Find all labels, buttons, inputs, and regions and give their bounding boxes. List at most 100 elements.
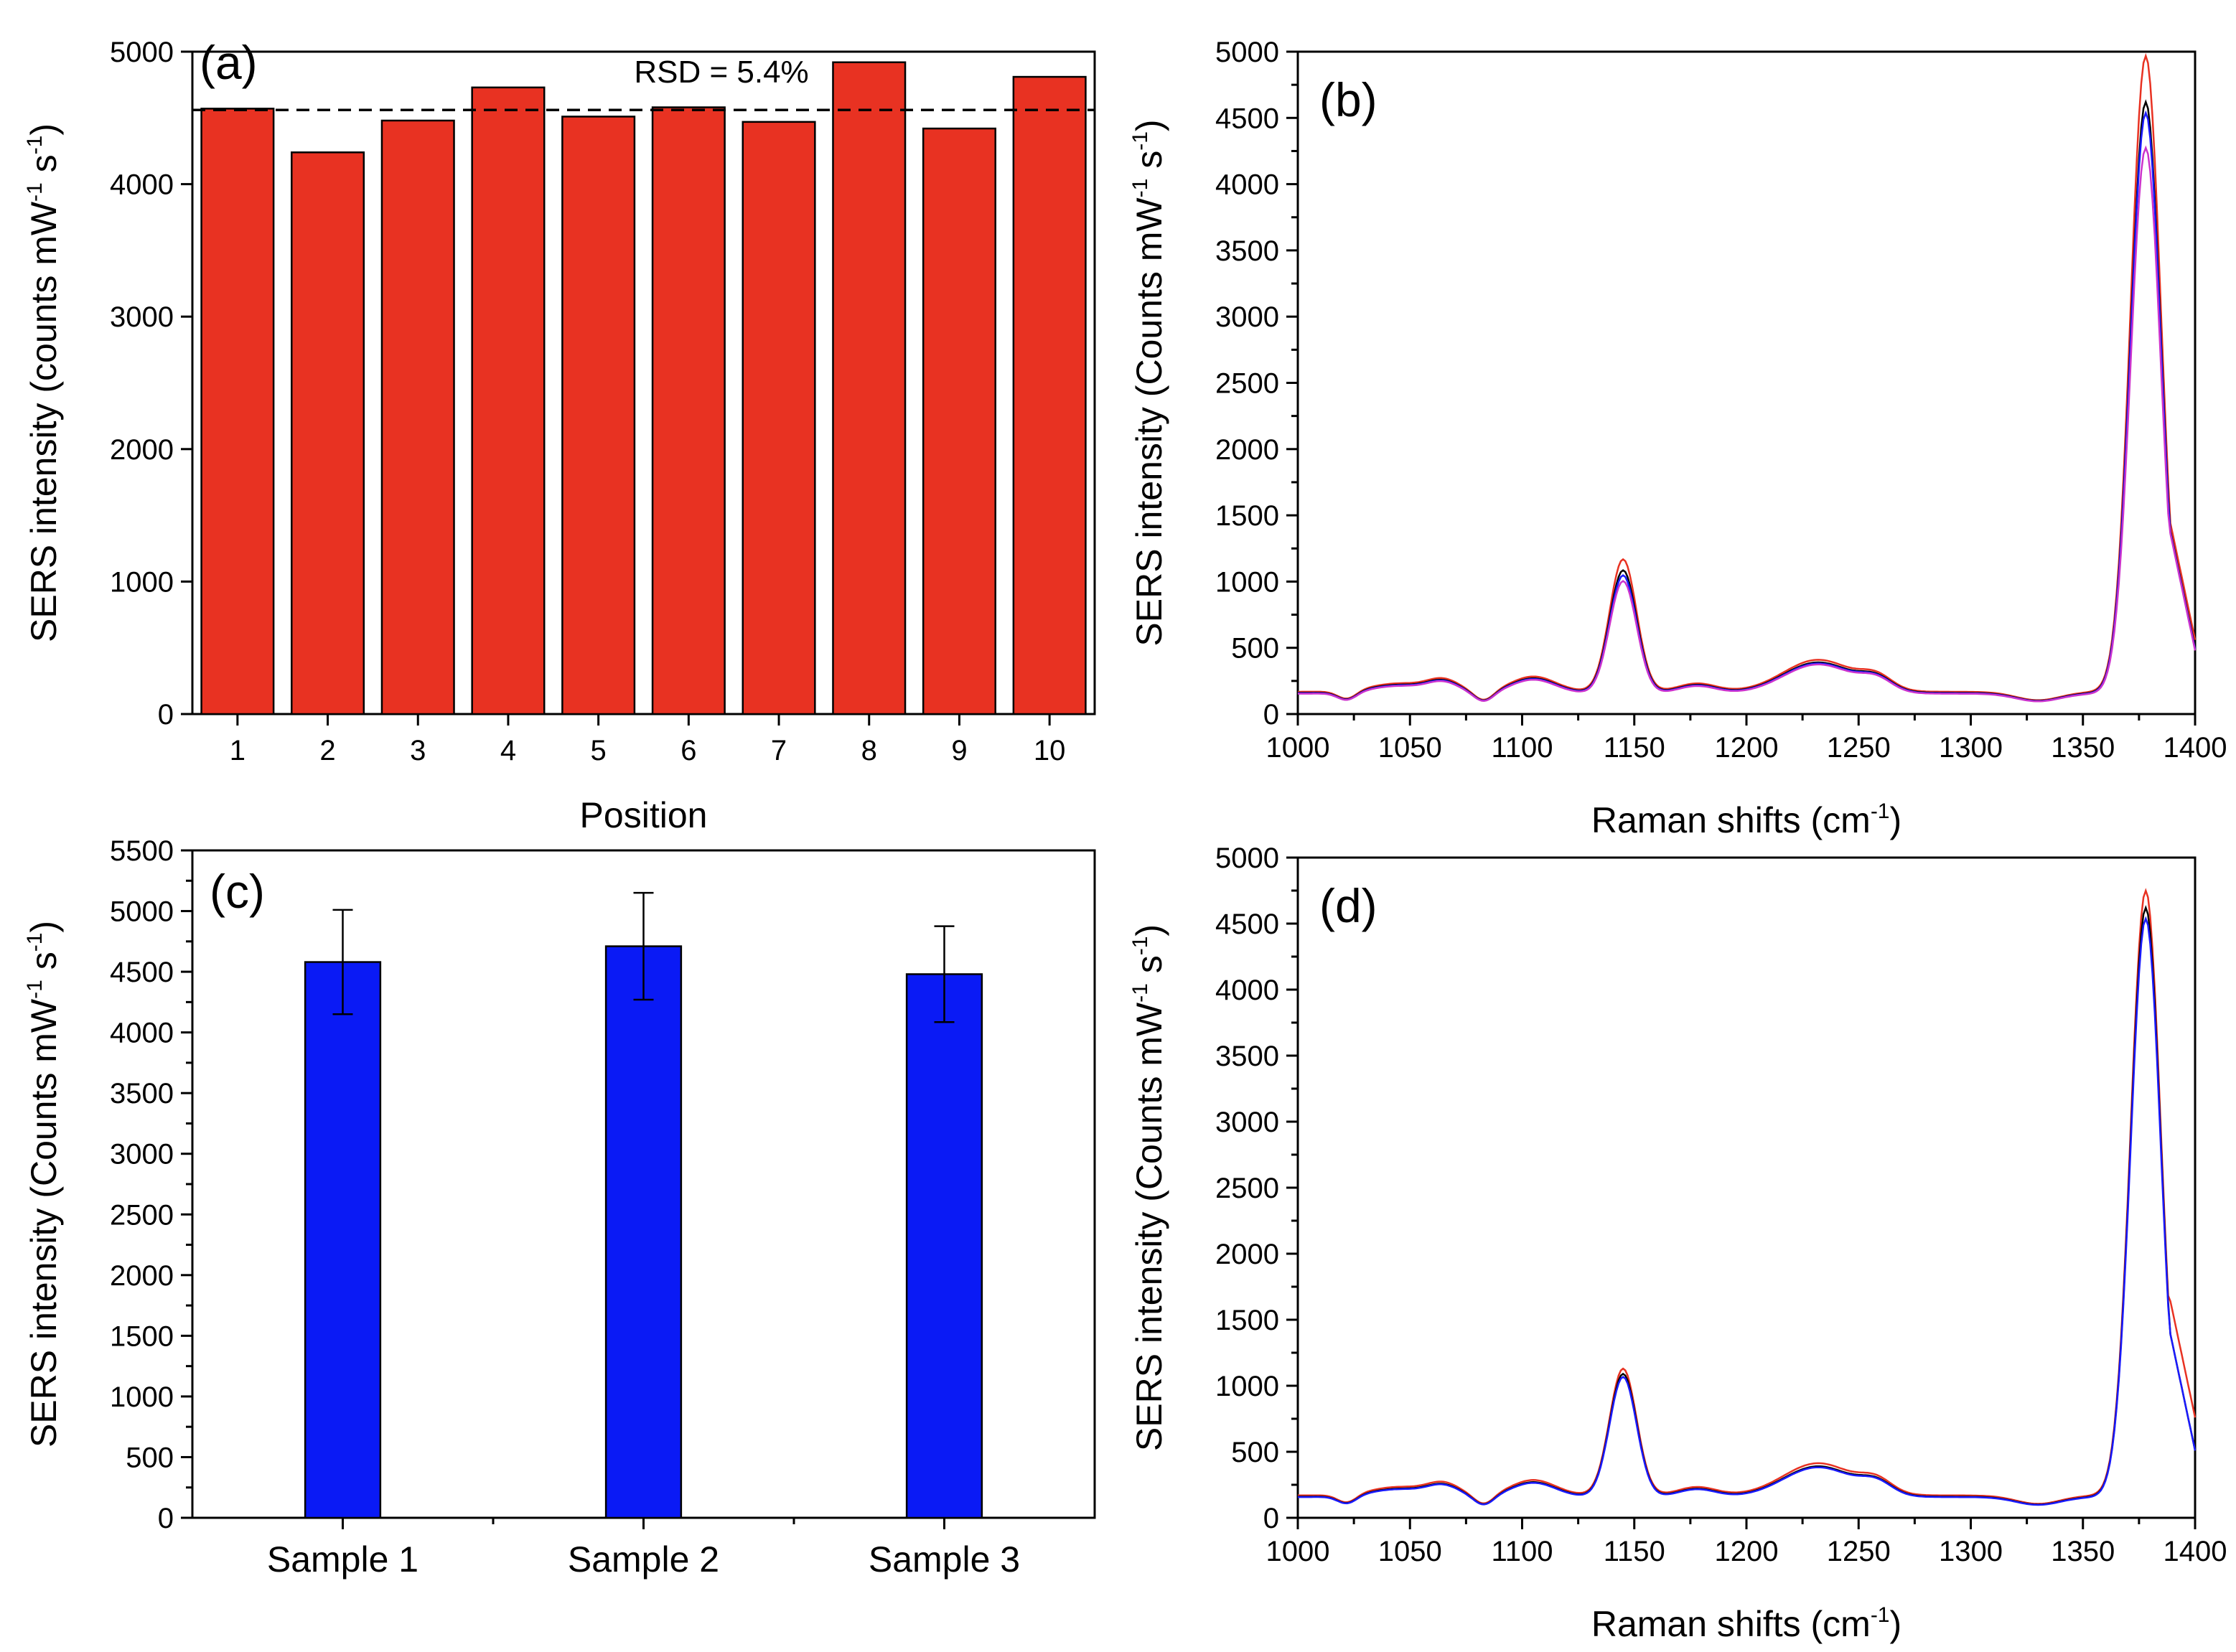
bar-a-4	[471, 86, 546, 715]
x-tick-label: 1150	[1604, 1536, 1665, 1567]
spectrum-line-blue	[1298, 916, 2197, 1506]
bar-a-7	[742, 121, 816, 715]
y-tick-label: 2000	[110, 434, 174, 466]
y-tick-label: 1500	[110, 1320, 174, 1352]
bar-a-3	[380, 119, 455, 715]
panel-label-a: (a)	[200, 36, 258, 89]
panel-label-d: (d)	[1319, 879, 1377, 932]
x-tick-label: 4	[500, 735, 516, 766]
y-tick-label: 2000	[1215, 434, 1279, 466]
panel-c-bar-chart: 0 500 1000 1500 2000 2500 3000 3500 4000 4500 5000…	[23, 835, 1096, 1580]
x-tick-label: 1050	[1378, 732, 1442, 764]
panel-label-c: (c)	[210, 865, 265, 918]
x-tick-label: 9	[951, 735, 967, 766]
y-tick-label: 1500	[1215, 1305, 1279, 1336]
x-tick-label: 1	[230, 735, 245, 766]
bar-a-10	[1012, 75, 1087, 715]
x-tick-label: 1400	[2164, 732, 2227, 764]
x-tick-label: 1250	[1827, 732, 1891, 764]
spectrum-line-blue	[1298, 110, 2197, 703]
bar-c-2	[604, 945, 683, 1519]
y-tick-label: 2500	[1215, 1173, 1279, 1204]
y-tick-label: 3500	[1215, 1041, 1279, 1072]
bar-a-6	[651, 106, 726, 715]
y-tick-label: 0	[158, 699, 174, 731]
x-tick-label: 1000	[1266, 732, 1330, 764]
x-tick-label: 1150	[1604, 732, 1665, 764]
y-tick-label: 3000	[1215, 1107, 1279, 1138]
x-tick-label: Sample 3	[869, 1539, 1020, 1580]
spectrum-line-magenta	[1298, 145, 2197, 703]
panel-label-b: (b)	[1319, 73, 1377, 126]
y-tick-label: 3000	[110, 301, 174, 333]
x-tick-label: 1350	[2051, 732, 2115, 764]
x-tick-label: 1000	[1266, 1536, 1330, 1567]
y-tick-label: 1500	[1215, 500, 1279, 532]
y-tick-label: 4000	[110, 1018, 174, 1049]
x-tick-label: 1100	[1491, 732, 1553, 764]
y-tick-label: 2000	[1215, 1239, 1279, 1270]
y-tick-label: 5000	[110, 896, 174, 928]
x-tick-label: 2	[319, 735, 335, 766]
x-tick-label: 1300	[1939, 732, 2003, 764]
panel-d-spectra-chart: 0 500 1000 1500 2000 2500 3000 3500 4000 4500 5000…	[1128, 843, 2227, 1644]
y-tick-label: 4500	[1215, 103, 1279, 134]
x-tick-label: 1300	[1939, 1536, 2003, 1567]
y-tick-label: 4000	[110, 169, 174, 201]
x-tick-label: 1400	[2164, 1536, 2227, 1567]
y-axis-label: SERS intensity (Counts mW-1 s-1)	[23, 921, 64, 1447]
bar-a-5	[561, 116, 636, 715]
x-tick-label: 1350	[2051, 1536, 2115, 1567]
y-tick-label: 4500	[1215, 909, 1279, 940]
y-tick-label: 500	[1231, 1437, 1279, 1468]
y-axis-label: SERS intensity (counts mW-1 s-1)	[23, 123, 64, 642]
panel-b-spectra-chart: 0 500 1000 1500 2000 2500 3000 3500 4000 4500 5000…	[1128, 37, 2227, 840]
x-tick-label: 5	[591, 735, 607, 766]
y-tick-label: 5000	[1215, 843, 1279, 874]
y-tick-label: 4000	[1215, 169, 1279, 201]
y-tick-label: 2500	[110, 1199, 174, 1231]
x-tick-label: 6	[680, 735, 696, 766]
plot-frame-a	[191, 50, 1096, 715]
x-axis-label: Position	[580, 795, 708, 835]
x-tick-label: Sample 2	[568, 1539, 719, 1580]
y-tick-label: 5000	[1215, 37, 1279, 68]
x-axis-label: Raman shifts (cm-1)	[1591, 799, 1901, 840]
y-tick-label: 5000	[110, 37, 174, 68]
y-tick-label: 4000	[1215, 975, 1279, 1006]
y-axis-label: SERS intensity (Counts mW-1 s-1)	[1128, 119, 1169, 646]
spectrum-line-black	[1298, 905, 2197, 1506]
bar-a-8	[832, 61, 907, 715]
y-tick-label: 0	[158, 1503, 174, 1534]
y-tick-label: 3500	[1215, 235, 1279, 267]
x-tick-label: 1100	[1491, 1536, 1553, 1567]
x-tick-label: Sample 1	[267, 1539, 418, 1580]
x-tick-label: 1200	[1715, 1536, 1779, 1567]
x-axis-label: Raman shifts (cm-1)	[1591, 1603, 1901, 1644]
bar-c-1	[304, 961, 382, 1519]
y-tick-label: 1000	[110, 566, 174, 598]
rsd-annotation: RSD = 5.4%	[634, 55, 808, 90]
y-tick-label: 3000	[1215, 301, 1279, 333]
y-tick-label: 2500	[1215, 368, 1279, 400]
bar-a-2	[291, 151, 365, 715]
x-tick-label: 1050	[1378, 1536, 1442, 1567]
y-tick-label: 1000	[110, 1381, 174, 1413]
y-tick-label: 4500	[110, 957, 174, 988]
y-tick-label: 3500	[110, 1078, 174, 1109]
bar-a-9	[922, 127, 996, 715]
x-tick-label: 8	[861, 735, 877, 766]
x-tick-label: 1250	[1827, 1536, 1891, 1567]
spectrum-line-red	[1298, 888, 2197, 1505]
y-tick-label: 0	[1263, 699, 1279, 731]
spectrum-line-black	[1298, 99, 2197, 702]
x-tick-label: 7	[771, 735, 787, 766]
y-axis-label: SERS intensity (Counts mW-1 s-1)	[1128, 924, 1169, 1451]
plot-frame-b	[1296, 50, 2197, 715]
spectrum-line-red	[1298, 52, 2197, 701]
bar-a-1	[200, 108, 275, 715]
y-tick-label: 500	[126, 1442, 174, 1473]
y-tick-label: 1000	[1215, 1371, 1279, 1402]
y-tick-label: 3000	[110, 1139, 174, 1170]
